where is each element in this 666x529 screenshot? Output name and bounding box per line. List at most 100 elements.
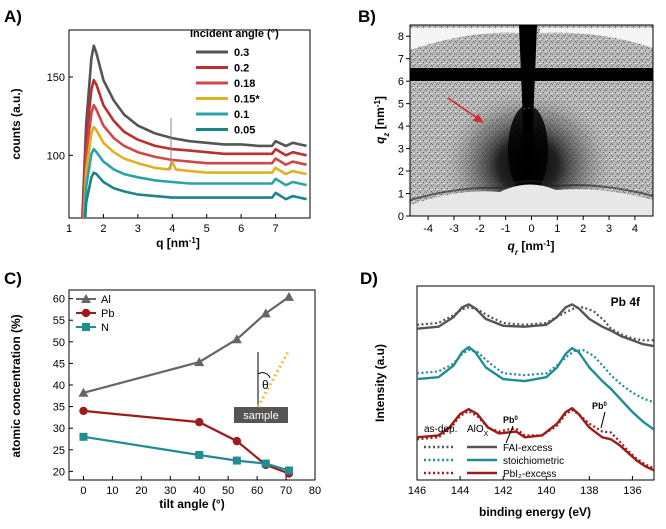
panel-c-xtick-label: 0: [80, 485, 86, 497]
panel-c-data-point: [79, 432, 88, 441]
panel-d-annotation-pb0-left: Pb0: [503, 415, 519, 425]
panel-c-data-point: [79, 406, 88, 416]
panel-c-ticks: 0 10 20 30 40 50 60 70 80 20 25 30 35 40 45 50 55 60: [53, 294, 321, 497]
panel-b-xlabel: qr [nm-1]: [508, 239, 555, 257]
panel-c-xtick-label: 40: [193, 485, 205, 497]
panel-a-frame: [68, 29, 311, 219]
panel-d-series: [417, 303, 654, 472]
panel-b-ticks: -4 -3 -2 -1 0 1 2 3 4 0 1 2 3 4 5 6 7 8: [398, 31, 638, 235]
panel-label-b: B): [358, 7, 376, 26]
panel-b-chart: -4 -3 -2 -1 0 1 2 3 4 0 1 2 3 4 5 6 7 8 qr [nm-1] qz [nm-…: [373, 24, 654, 257]
panel-c-xtick-label: 20: [135, 485, 147, 497]
panel-c-xtick-label: 30: [164, 485, 176, 497]
panel-d-annotation-pb0-right: Pb0: [592, 401, 608, 411]
panel-a-xlabel: q [nm-1]: [156, 236, 200, 251]
panel-c-data-point: [78, 387, 89, 397]
panel-b-detector-image: [410, 25, 653, 216]
panel-b-ytick-label: 4: [398, 121, 404, 133]
panel-c-xlabel: tilt angle (°): [159, 497, 224, 511]
panel-c-legend-marker: [82, 323, 90, 331]
panel-a-xtick-label: 1: [66, 223, 72, 235]
panel-c-xtick-label: 50: [222, 485, 234, 497]
panel-d-legend: as-dep. AlOX FAI-excess stoichiometric PbI…: [424, 424, 564, 480]
panel-c-legend-entry: Pb: [101, 308, 114, 320]
panel-d-ticks: 146 144 142 140 138 136: [408, 476, 642, 497]
panel-a-series-line: [81, 103, 307, 218]
panel-c-ytick-label: 20: [53, 466, 65, 478]
panel-c-legend-entry: N: [101, 322, 109, 334]
panel-d-legend-entry: FAI-excess: [503, 443, 552, 454]
panel-c-inset-sketch: sample θ: [234, 351, 290, 423]
panel-b-xtick-label: -1: [501, 223, 511, 235]
panel-a-series-line: [83, 147, 307, 218]
panel-c-series-line: [83, 435, 290, 472]
panel-b-ytick-label: 1: [398, 189, 404, 201]
panel-a-legend-entry: 0.2: [234, 63, 249, 75]
panel-label-c: C): [4, 269, 22, 288]
panel-a-series-line: [82, 125, 307, 218]
panel-d-series-line: [417, 348, 654, 404]
panel-c-inset-beam: [256, 351, 290, 408]
panel-d-legend-header-asdep: as-dep.: [424, 424, 457, 435]
panel-b-ytick-label: 3: [398, 144, 404, 156]
panel-c-series: [78, 291, 294, 478]
panel-c-inset-sample: [234, 407, 288, 423]
panel-c-legend: Al Pb N: [76, 294, 114, 334]
panel-c-xtick-label: 60: [251, 485, 263, 497]
panel-c-inset-label: sample: [243, 410, 278, 422]
panel-a-xtick-label: 5: [204, 223, 210, 235]
panel-a-xtick-label: 4: [169, 223, 175, 235]
panel-label-d: D): [360, 269, 378, 288]
panel-c-data-point: [260, 308, 271, 318]
panel-a-legend: Incident angle (°) 0.3 0.2 0.18 0.15* 0.1 0.0…: [190, 28, 279, 137]
panel-c-ylabel: atomic concentration (%): [9, 314, 23, 457]
panel-c-xtick-label: 10: [106, 485, 118, 497]
panel-c-ytick-label: 25: [53, 445, 65, 457]
panel-d-title: Pb 4f: [611, 295, 641, 309]
panel-c-ytick-label: 50: [53, 337, 65, 349]
panel-c-data-point: [232, 456, 241, 465]
panel-b-beamstop: [519, 25, 537, 196]
panel-b-ytick-label: 7: [398, 54, 404, 66]
panel-d-legend-entry: stoichiometric: [503, 456, 564, 467]
panel-b-xtick-label: -2: [475, 223, 485, 235]
panel-b-ytick-label: 5: [398, 99, 404, 111]
panel-a-ytick-label: 150: [47, 72, 65, 84]
panel-c-legend-marker: [81, 294, 91, 303]
panel-c-xtick-label: 70: [280, 485, 292, 497]
panel-c-inset-theta: θ: [262, 378, 269, 392]
panel-a-series-line: [81, 78, 307, 218]
panel-a-legend-entry: 0.3: [234, 47, 249, 59]
panel-a-legend-entry: 0.1: [234, 109, 249, 121]
panel-c-ytick-label: 55: [53, 315, 65, 327]
panel-a-ticks: 1 2 3 4 5 6 7 100 150: [47, 72, 279, 235]
panel-a-xtick-label: 7: [273, 223, 279, 235]
panel-c-ytick-label: 40: [53, 380, 65, 392]
panel-a-ylabel: counts (a.u.): [9, 88, 23, 159]
panel-c-ytick-label: 60: [53, 294, 65, 306]
panel-b-xtick-label: 3: [606, 223, 612, 235]
panel-d-ylabel: Intensity (a.u): [373, 344, 387, 422]
panel-d-series-line: [417, 303, 654, 348]
panel-b-xtick-label: 0: [528, 223, 534, 235]
panel-label-a: A): [4, 7, 22, 26]
panel-b-xtick-label: 4: [632, 223, 638, 235]
panel-c-ytick-label: 45: [53, 358, 65, 370]
panel-a-legend-entry: 0.05: [234, 125, 255, 137]
panel-b-xtick-label: 1: [554, 223, 560, 235]
panel-c-data-point: [284, 466, 293, 475]
panel-a-xtick-label: 3: [135, 223, 141, 235]
panel-d-legend-header-alox: AlOX: [467, 424, 489, 438]
panel-d-xtick-label: 146: [408, 485, 426, 497]
panel-c-legend-marker: [81, 308, 91, 318]
panel-c-legend-entry: Al: [101, 294, 111, 306]
panel-b-ylabel: qz [nm-1]: [373, 96, 391, 144]
panel-a-xtick-label: 2: [100, 223, 106, 235]
panel-d-xtick-label: 138: [580, 485, 598, 497]
panel-b-xtick-label: 2: [580, 223, 586, 235]
panel-a-chart: 1 2 3 4 5 6 7 100 150 Incident angle (°) 0.3 0.2 0…: [9, 28, 311, 251]
panel-c-data-point: [261, 459, 270, 468]
panel-d-series-line: [417, 306, 654, 342]
panel-d-series-line: [417, 345, 654, 431]
